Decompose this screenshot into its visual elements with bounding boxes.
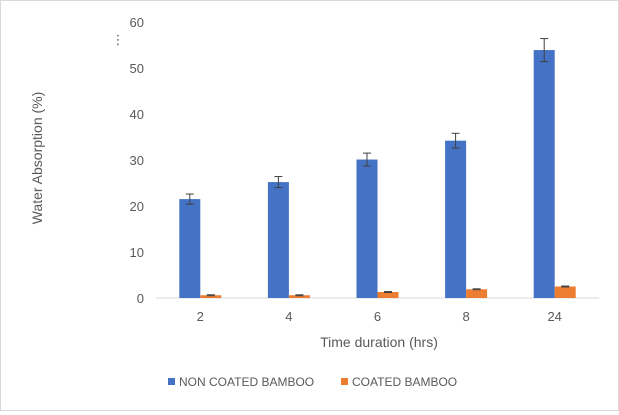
legend-swatch: [168, 378, 175, 385]
legend-label: NON COATED BAMBOO: [179, 375, 314, 389]
error-bar: [363, 152, 371, 167]
bar-coated: [377, 292, 399, 298]
x-tick-label: 2: [197, 309, 204, 324]
bar-coated: [554, 286, 576, 298]
y-axis-title: Water Absorption (%): [29, 92, 45, 225]
bar-non-coated: [179, 199, 201, 298]
y-tick-label: 40: [130, 107, 144, 122]
y-tick-label: 10: [130, 245, 144, 260]
bar-coated: [288, 295, 310, 298]
more-options-icon[interactable]: ⋮: [112, 32, 125, 47]
x-tick-label: 24: [547, 309, 561, 324]
y-tick-label: 60: [130, 15, 144, 30]
bar-non-coated: [356, 159, 378, 298]
y-tick-label: 20: [130, 199, 144, 214]
error-bar: [540, 38, 549, 63]
x-tick-label: 4: [285, 309, 292, 324]
error-bar: [185, 193, 194, 205]
x-tick-label: 6: [374, 309, 381, 324]
legend-swatch: [341, 378, 348, 385]
error-bar: [384, 291, 392, 293]
error-bar: [295, 294, 304, 297]
y-tick-label: 30: [130, 153, 144, 168]
legend-label: COATED BAMBOO: [352, 375, 457, 389]
y-tick-label: 50: [130, 61, 144, 76]
bar-non-coated: [267, 182, 289, 298]
bar-non-coated: [445, 140, 467, 298]
error-bars-layer: [185, 38, 570, 297]
bar-non-coated: [533, 50, 555, 299]
error-bar: [206, 294, 215, 297]
bar-coated: [466, 289, 488, 298]
error-bar: [561, 285, 570, 288]
bars-layer: [179, 50, 576, 299]
x-axis-title: Time duration (hrs): [320, 334, 438, 350]
x-tick-label: 8: [462, 309, 469, 324]
error-bar: [472, 288, 481, 291]
bar-coated: [200, 295, 222, 298]
y-tick-label: 0: [137, 291, 144, 306]
legend: NON COATED BAMBOO COATED BAMBOO: [168, 375, 457, 389]
error-bar: [451, 132, 460, 149]
error-bar: [274, 176, 283, 189]
